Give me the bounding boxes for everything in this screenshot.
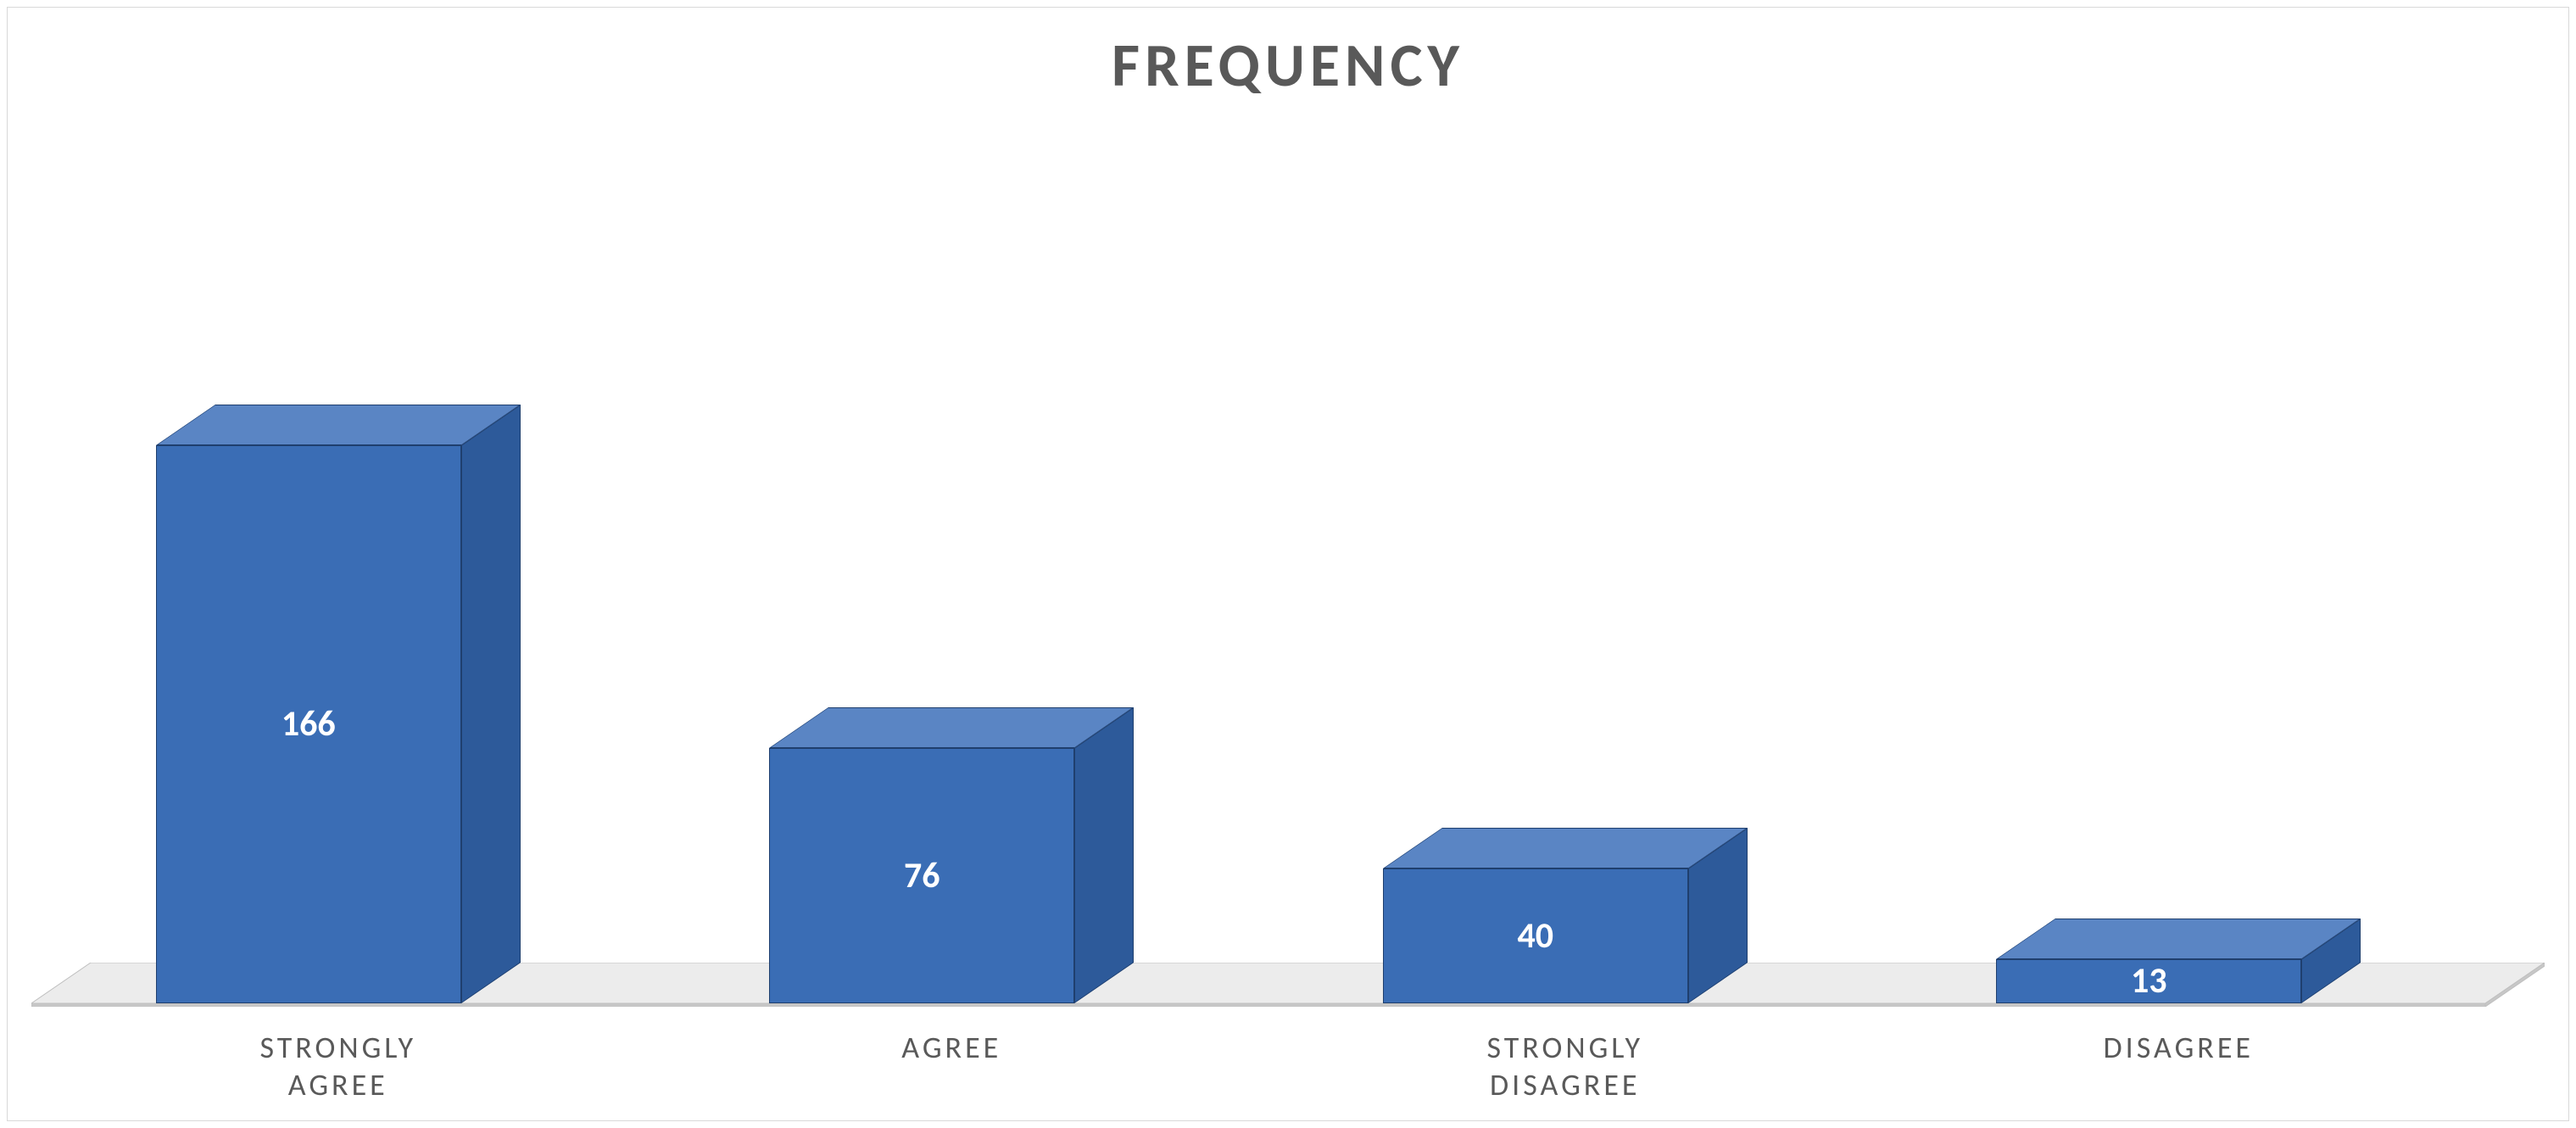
bar-top-face — [156, 405, 521, 445]
chart-container: FREQUENCY 166 76 40 13 STRONGLY AGREEAGREES… — [0, 0, 2576, 1128]
bar-side-face — [1074, 707, 1134, 1003]
bar-top-face — [1383, 828, 1748, 868]
x-axis-label: STRONGLY AGREE — [31, 1029, 645, 1103]
x-axis-label: STRONGLY DISAGREE — [1258, 1029, 1872, 1103]
plot-area: 166 76 40 13 — [31, 123, 2545, 1007]
bars-row: 166 76 40 13 — [31, 437, 2485, 1003]
bar-slot: 40 — [1258, 437, 1872, 1003]
bar-data-label: 76 — [904, 858, 940, 894]
x-axis-labels: STRONGLY AGREEAGREESTRONGLY DISAGREEDISA… — [31, 1029, 2485, 1103]
bar-top-face — [1996, 919, 2361, 959]
bar-data-label: 40 — [1517, 919, 1553, 954]
bar-slot: 76 — [645, 437, 1259, 1003]
bar-top-face — [769, 707, 1134, 748]
bar-slot: 166 — [31, 437, 645, 1003]
bar-data-label: 166 — [282, 706, 336, 742]
bar: 13 — [1996, 919, 2361, 1003]
bar: 166 — [156, 405, 521, 1003]
chart-frame: FREQUENCY 166 76 40 13 STRONGLY AGREEAGREES… — [7, 7, 2569, 1121]
bar: 76 — [769, 707, 1134, 1003]
bar-front-face: 166 — [156, 445, 461, 1003]
bar-front-face: 13 — [1996, 959, 2301, 1003]
bar: 40 — [1383, 828, 1748, 1003]
bar-front-face: 40 — [1383, 868, 1688, 1003]
bar-slot: 13 — [1872, 437, 2486, 1003]
bar-data-label: 13 — [2131, 963, 2167, 999]
bar-side-face — [461, 405, 521, 1003]
chart-title: FREQUENCY — [31, 28, 2545, 103]
bar-front-face: 76 — [769, 748, 1074, 1003]
plot-wrap: 166 76 40 13 STRONGLY AGREEAGREESTRONGLY DI… — [31, 123, 2545, 1103]
x-axis-label: DISAGREE — [1872, 1029, 2486, 1103]
x-axis-label: AGREE — [645, 1029, 1259, 1103]
